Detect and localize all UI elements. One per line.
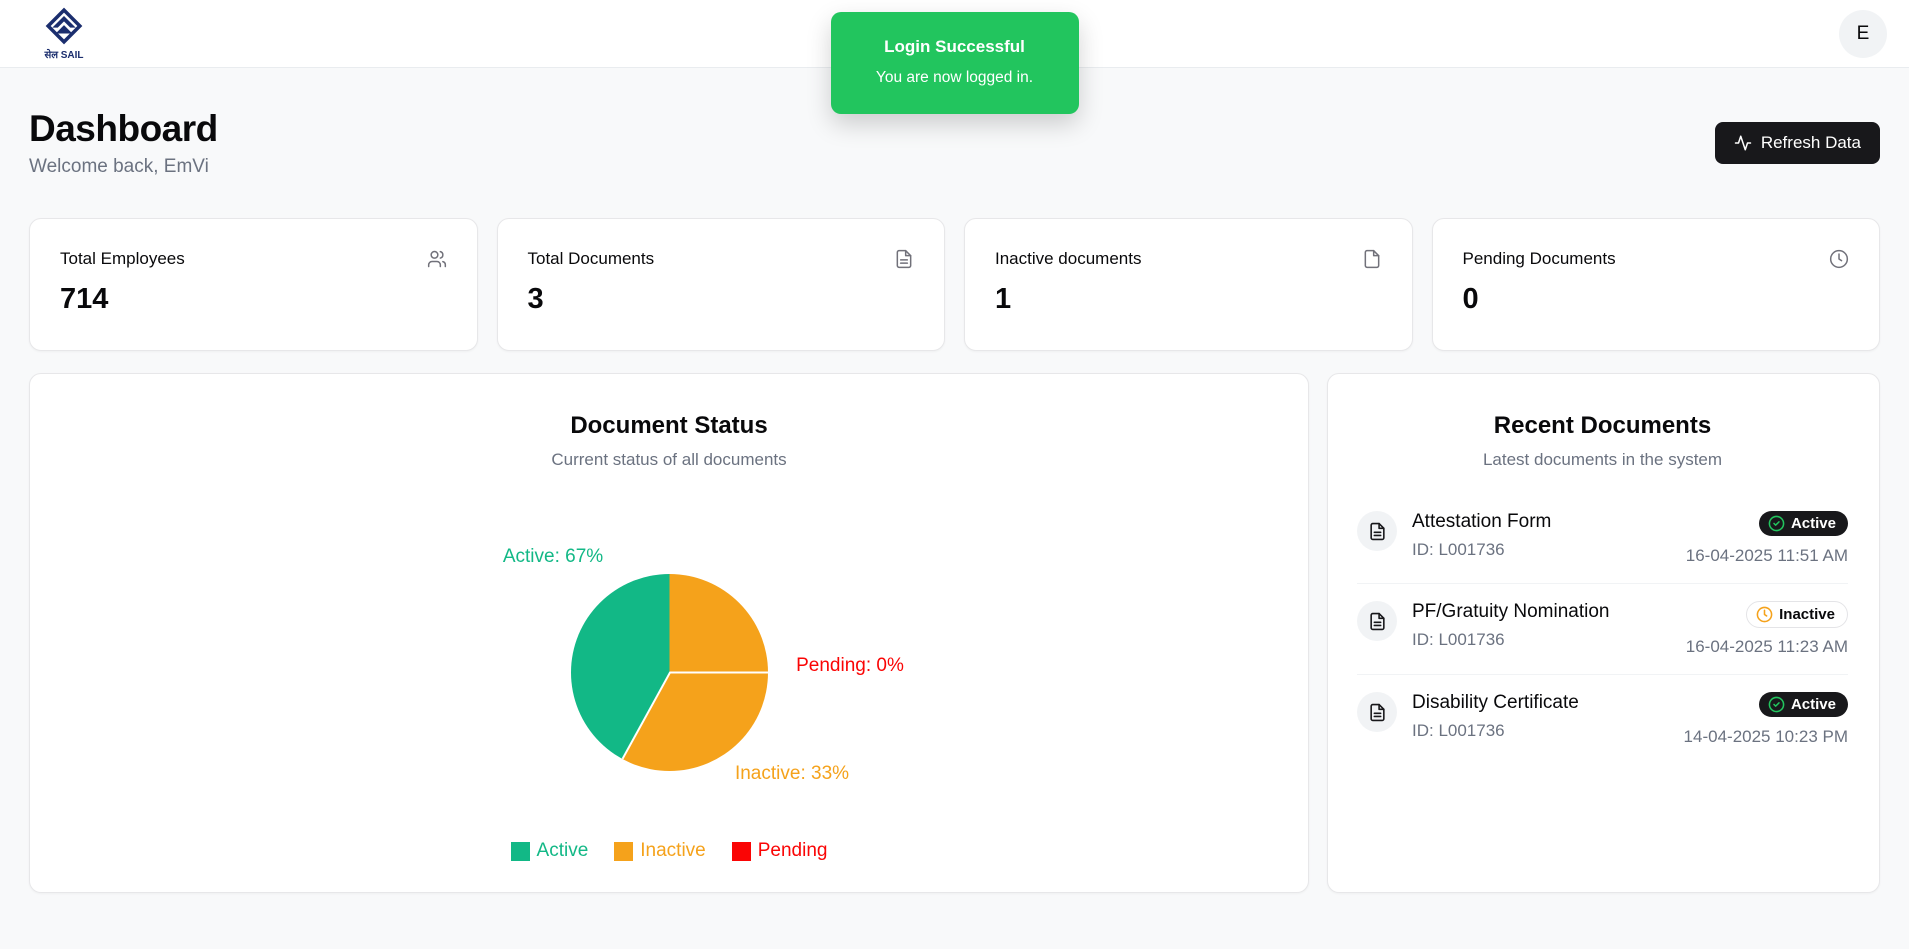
pie-chart[interactable] (571, 574, 768, 771)
list-item[interactable]: PF/Gratuity Nomination ID: L001736 Inact… (1357, 584, 1848, 675)
page-subtitle: Welcome back, EmVi (29, 156, 209, 177)
refresh-data-button[interactable]: Refresh Data (1714, 122, 1880, 164)
activity-icon (1734, 134, 1752, 152)
main-content: Dashboard Welcome back, EmVi Refresh Dat… (0, 68, 1909, 933)
legend-item-inactive: Inactive (614, 840, 706, 862)
document-meta: Inactive 16-04-2025 11:23 AM (1686, 601, 1848, 657)
legend-item-active: Active (510, 840, 589, 862)
file-icon (1362, 249, 1382, 269)
document-timestamp: 16-04-2025 11:51 AM (1685, 546, 1848, 565)
file-text-icon (1357, 511, 1397, 551)
stat-value: 0 (1462, 283, 1479, 315)
status-badge-label: Active (1790, 515, 1836, 532)
legend-label: Active (536, 840, 589, 861)
document-id: ID: L001736 (1412, 540, 1505, 559)
document-timestamp: 16-04-2025 11:23 AM (1685, 637, 1848, 656)
stat-label: Pending Documents (1462, 249, 1616, 268)
list-item[interactable]: Disability Certificate ID: L001736 Activ… (1357, 675, 1848, 764)
page-title: Dashboard (29, 108, 218, 149)
legend-swatch-active (510, 841, 530, 861)
file-text-icon (1357, 601, 1397, 641)
status-badge-label: Active (1790, 696, 1836, 713)
status-badge-label: Inactive (1779, 606, 1835, 623)
legend-swatch-inactive (614, 841, 634, 861)
user-avatar[interactable]: E (1839, 9, 1887, 58)
legend-label: Inactive (640, 840, 706, 861)
users-icon (427, 249, 447, 269)
recent-documents-panel: Recent Documents Latest documents in the… (1327, 373, 1880, 893)
stat-value: 714 (60, 283, 109, 315)
document-info: Disability Certificate ID: L001736 (1412, 692, 1669, 741)
stat-card-total-documents: Total Documents 3 (496, 218, 945, 351)
file-text-icon (1357, 692, 1397, 732)
login-toast: Login Successful You are now logged in. (830, 12, 1079, 114)
document-id: ID: L001736 (1412, 630, 1505, 649)
check-circle-icon (1768, 515, 1785, 532)
document-timestamp: 14-04-2025 10:23 PM (1683, 727, 1848, 746)
status-badge: Active (1758, 692, 1848, 717)
stat-value: 1 (995, 283, 1012, 315)
pie-label-pending: Pending: 0% (796, 655, 904, 676)
document-name: PF/Gratuity Nomination (1412, 601, 1610, 622)
document-info: PF/Gratuity Nomination ID: L001736 (1412, 601, 1671, 650)
page-header-row: Dashboard Welcome back, EmVi Refresh Dat… (29, 108, 1880, 178)
document-status-panel: Document Status Current status of all do… (29, 373, 1309, 893)
stat-card-header: Inactive documents (995, 249, 1382, 269)
avatar-initial: E (1856, 22, 1870, 44)
stat-card-header: Total Employees (60, 249, 447, 269)
pie-label-inactive: Inactive: 33% (734, 763, 850, 784)
status-badge: Active (1758, 511, 1848, 536)
list-item[interactable]: Attestation Form ID: L001736 Active (1357, 494, 1848, 584)
pie-label-active: Active: 67% (502, 546, 604, 567)
clock-icon (1829, 249, 1849, 269)
recent-documents-list: Attestation Form ID: L001736 Active (1357, 494, 1848, 764)
stat-card-inactive-documents: Inactive documents 1 (964, 218, 1413, 351)
stat-cards-row: Total Employees 714 Total Documents (29, 218, 1880, 351)
document-name: Disability Certificate (1412, 692, 1579, 713)
legend-label: Pending (757, 840, 828, 861)
status-badge: Inactive (1746, 601, 1848, 628)
toast-message: You are now logged in. (875, 69, 1034, 86)
file-text-icon (894, 249, 914, 269)
sail-logo-icon (44, 6, 84, 46)
document-info: Attestation Form ID: L001736 (1412, 511, 1671, 560)
stat-label: Total Documents (527, 249, 655, 268)
document-meta: Active 16-04-2025 11:51 AM (1686, 511, 1848, 566)
sail-logo[interactable]: सेल SAIL (44, 6, 84, 61)
stat-card-header: Pending Documents (1463, 249, 1850, 269)
legend-item-pending: Pending (731, 840, 828, 862)
chart-title: Document Status (570, 412, 768, 439)
stat-card-header: Total Documents (528, 249, 915, 269)
toast-title: Login Successful (884, 37, 1025, 56)
stat-label: Total Employees (60, 249, 185, 268)
sail-logo-caption: सेल SAIL (44, 50, 84, 61)
document-name: Attestation Form (1412, 511, 1552, 532)
stat-card-total-employees: Total Employees 714 (29, 218, 478, 351)
chart-legend: Active Inactive Pending (30, 840, 1308, 862)
document-meta: Active 14-04-2025 10:23 PM (1684, 692, 1848, 747)
pie-chart-area: Active: 67% Inactive: 33% Pending: 0% (30, 484, 1308, 824)
recent-subtitle: Latest documents in the system (1482, 450, 1723, 469)
stat-value: 3 (527, 283, 544, 315)
document-id: ID: L001736 (1412, 721, 1505, 740)
stat-card-pending-documents: Pending Documents 0 (1431, 218, 1880, 351)
check-circle-icon (1768, 696, 1785, 713)
clock-icon (1756, 606, 1773, 623)
recent-title: Recent Documents (1493, 412, 1712, 439)
stat-label: Inactive documents (995, 249, 1142, 268)
bottom-panels-row: Document Status Current status of all do… (29, 373, 1880, 893)
chart-subtitle: Current status of all documents (551, 450, 787, 469)
refresh-data-label: Refresh Data (1760, 133, 1861, 152)
legend-swatch-pending (731, 841, 751, 861)
page-heading-block: Dashboard Welcome back, EmVi (29, 108, 218, 178)
